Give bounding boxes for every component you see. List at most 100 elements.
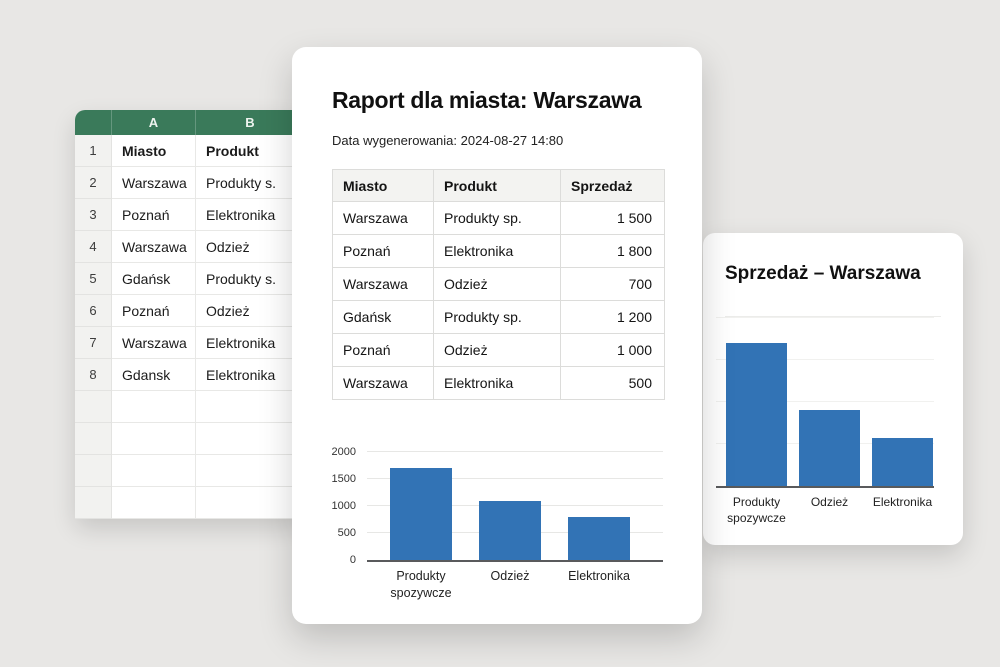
row-number[interactable]: 7 (75, 327, 112, 359)
row-number[interactable]: 1 (75, 135, 112, 167)
side-card-divider (725, 316, 941, 317)
report-title: Raport dla miasta: Warszawa (332, 87, 642, 113)
report-table: Miasto Produkt Sprzedaż Warszawa Produkty… (332, 169, 665, 400)
report-bar-chart: 0 500 1000 1500 2000 Produkty spozywcze Odzie… (332, 444, 664, 619)
report-cell-produkt: Odzież (433, 333, 561, 367)
row-number[interactable] (75, 423, 112, 455)
row-number[interactable] (75, 455, 112, 487)
column-header-a[interactable]: A (112, 110, 196, 135)
chart-gridline (716, 359, 934, 360)
report-cell-sprzedaz: 1 500 (560, 201, 665, 235)
cell-miasto[interactable]: Poznań (112, 295, 196, 327)
cell-produkt[interactable]: Odzież (196, 231, 304, 263)
bar-produkty-spozywcze (390, 468, 452, 560)
report-cell-produkt: Produkty sp. (433, 300, 561, 334)
cell-miasto[interactable]: Warszawa (112, 231, 196, 263)
cell-produkt[interactable]: Elektronika (196, 327, 304, 359)
row-number[interactable]: 8 (75, 359, 112, 391)
y-axis-tick-label: 1500 (331, 473, 356, 485)
report-chart-y-axis: 0 500 1000 1500 2000 (331, 446, 362, 566)
empty-cell[interactable] (112, 423, 196, 455)
cell-produkt[interactable]: Odzież (196, 295, 304, 327)
cell-produkt[interactable]: Produkty s. (196, 167, 304, 199)
select-all-corner[interactable] (75, 110, 112, 135)
y-axis-tick-label: 0 (349, 554, 356, 566)
cell-miasto[interactable]: Gdańsk (112, 263, 196, 295)
report-table-header-produkt: Produkt (433, 169, 561, 202)
row-number[interactable]: 4 (75, 231, 112, 263)
cell-miasto[interactable]: Poznań (112, 199, 196, 231)
report-card: Raport dla miasta: Warszawa Data wygener… (292, 47, 702, 624)
report-cell-produkt: Elektronika (433, 234, 561, 268)
cell-miasto[interactable]: Miasto (112, 135, 196, 167)
report-cell-sprzedaz: 1 000 (560, 333, 665, 367)
cell-produkt[interactable]: Elektronika (196, 199, 304, 231)
sheet-row: 3 Poznań Elektronika (75, 199, 304, 231)
y-axis-tick-label: 500 (337, 527, 356, 539)
chart-gridline (367, 478, 663, 479)
spreadsheet-column-header-bar: A B (75, 110, 304, 135)
report-table-row: Gdańsk Produkty sp. 1 200 (332, 300, 665, 334)
bar-elektronika (568, 516, 630, 560)
sheet-row: 7 Warszawa Elektronika (75, 327, 304, 359)
empty-cell[interactable] (196, 455, 304, 487)
cell-produkt[interactable]: Produkty s. (196, 263, 304, 295)
chart-gridline (716, 317, 934, 318)
side-bar-chart: Produkty spozywcze Odzież Elektronika (716, 317, 934, 543)
report-table-header-sprzedaz: Sprzedaż (560, 169, 665, 202)
report-cell-miasto: Warszawa (332, 366, 434, 400)
report-table-row: Warszawa Produkty sp. 1 500 (332, 201, 665, 235)
x-axis-category-label: Odzież (490, 569, 530, 583)
side-chart-plot-area: Produkty spozywcze Odzież Elektronika (716, 317, 934, 525)
sheet-empty-row (75, 391, 304, 423)
sheet-row: 5 Gdańsk Produkty s. (75, 263, 304, 295)
sheet-row: 6 Poznań Odzież (75, 295, 304, 327)
report-table-row: Warszawa Elektronika 500 (332, 366, 665, 400)
report-cell-miasto: Poznań (332, 333, 434, 367)
row-number[interactable]: 6 (75, 295, 112, 327)
cell-produkt[interactable]: Elektronika (196, 359, 304, 391)
empty-cell[interactable] (112, 391, 196, 423)
report-table-header-row: Miasto Produkt Sprzedaż (332, 169, 665, 202)
empty-cell[interactable] (196, 391, 304, 423)
report-cell-miasto: Warszawa (332, 267, 434, 301)
report-cell-sprzedaz: 1 200 (560, 300, 665, 334)
bar-produkty-spozywcze (726, 343, 787, 486)
cell-miasto[interactable]: Gdansk (112, 359, 196, 391)
sheet-empty-row (75, 487, 304, 519)
row-number[interactable] (75, 487, 112, 519)
report-cell-miasto: Gdańsk (332, 300, 434, 334)
cell-miasto[interactable]: Warszawa (112, 167, 196, 199)
column-header-b[interactable]: B (245, 115, 255, 130)
sheet-row: 8 Gdansk Elektronika (75, 359, 304, 391)
x-axis-category-label: Elektronika (872, 495, 933, 509)
x-axis-category-label: Produkty spozywcze (727, 495, 786, 526)
bar-odzie- (479, 500, 541, 560)
empty-cell[interactable] (112, 487, 196, 519)
empty-cell[interactable] (196, 487, 304, 519)
sheet-empty-row (75, 423, 304, 455)
row-number[interactable]: 5 (75, 263, 112, 295)
y-axis-tick-label: 1000 (331, 500, 356, 512)
row-number[interactable] (75, 391, 112, 423)
sheet-row: 1 Miasto Produkt (75, 135, 304, 167)
report-cell-produkt: Elektronika (433, 366, 561, 400)
report-table-row: Poznań Odzież 1 000 (332, 333, 665, 367)
report-table-row: Poznań Elektronika 1 800 (332, 234, 665, 268)
x-axis-category-label: Odzież (810, 495, 849, 509)
empty-cell[interactable] (196, 423, 304, 455)
chart-gridline (716, 401, 934, 402)
row-number[interactable]: 3 (75, 199, 112, 231)
empty-cell[interactable] (112, 455, 196, 487)
cell-produkt[interactable]: Produkt (196, 135, 304, 167)
sheet-row: 4 Warszawa Odzież (75, 231, 304, 263)
report-cell-miasto: Poznań (332, 234, 434, 268)
report-cell-sprzedaz: 700 (560, 267, 665, 301)
x-axis-category-label: Elektronika (568, 569, 630, 583)
row-number[interactable]: 2 (75, 167, 112, 199)
report-cell-sprzedaz: 1 800 (560, 234, 665, 268)
report-chart-plot-area: Produkty spozywcze Odzież Elektronika (367, 448, 663, 600)
cell-miasto[interactable]: Warszawa (112, 327, 196, 359)
bar-elektronika (872, 437, 933, 486)
